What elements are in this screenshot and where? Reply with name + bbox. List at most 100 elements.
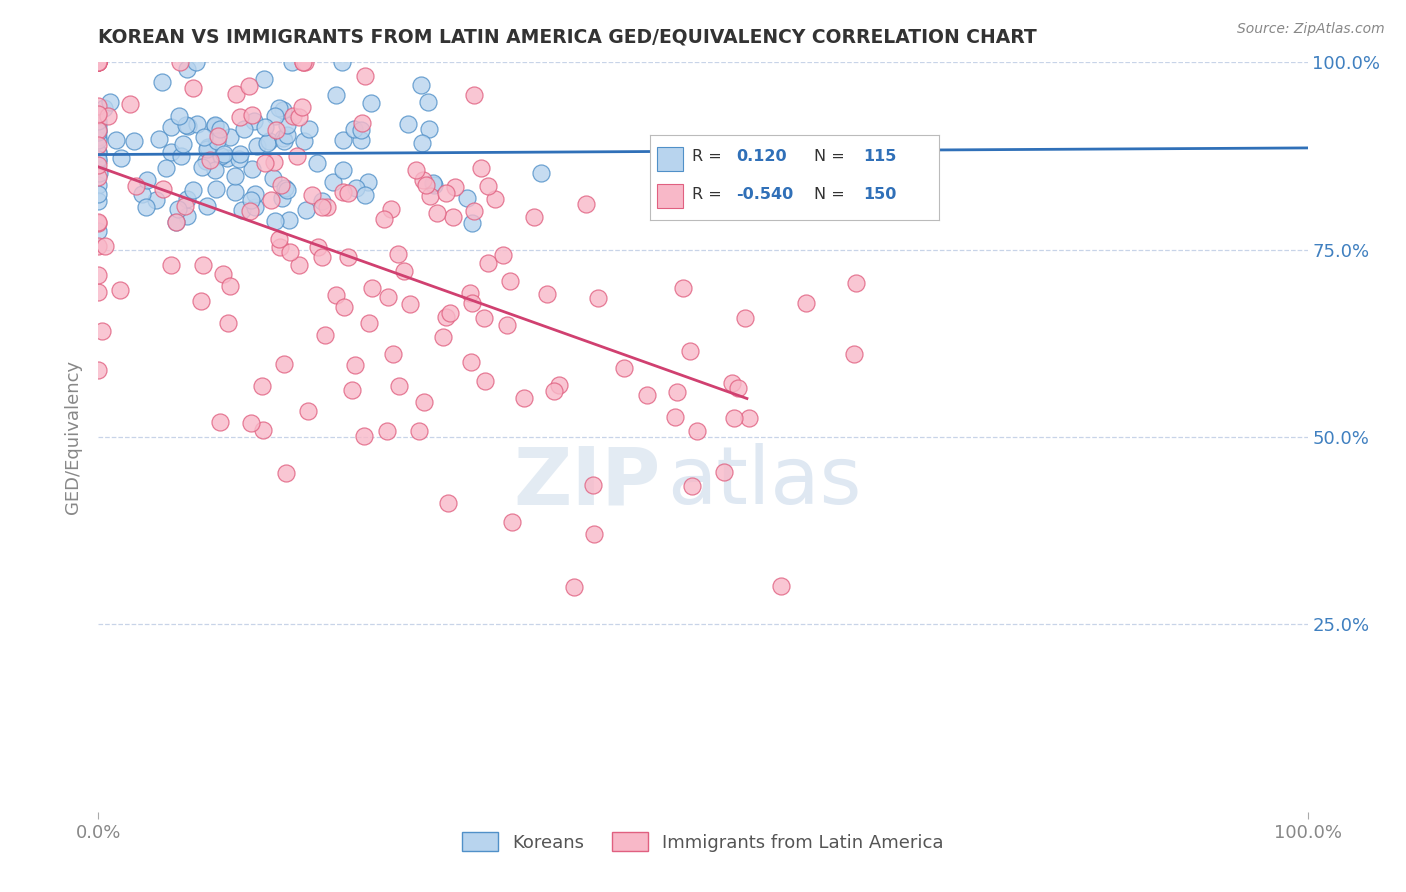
Point — [195, 199, 218, 213]
Point — [325, 288, 347, 302]
Point — [87, 107, 110, 121]
Text: 150: 150 — [863, 187, 897, 202]
Point — [523, 210, 546, 224]
Point — [271, 103, 294, 118]
Point — [294, 202, 316, 217]
Point — [437, 496, 460, 510]
Point — [681, 479, 703, 493]
Point — [536, 287, 558, 301]
Point — [270, 178, 292, 193]
Point — [87, 224, 110, 238]
Point — [343, 359, 366, 373]
Point — [734, 310, 756, 325]
Point — [470, 161, 492, 175]
Point — [191, 161, 214, 175]
Point — [672, 280, 695, 294]
Point — [492, 248, 515, 262]
Point — [357, 175, 380, 189]
Point — [360, 96, 382, 111]
Point — [434, 310, 457, 324]
Point — [131, 186, 153, 201]
Legend: Koreans, Immigrants from Latin America: Koreans, Immigrants from Latin America — [456, 825, 950, 859]
Point — [239, 193, 262, 207]
Point — [87, 186, 110, 201]
Point — [411, 136, 433, 150]
Point — [176, 192, 198, 206]
Point — [122, 134, 145, 148]
Point — [243, 113, 266, 128]
Point — [298, 122, 321, 136]
Point — [721, 376, 744, 390]
Point — [169, 109, 191, 123]
Point — [159, 258, 181, 272]
Point — [513, 392, 536, 406]
Point — [405, 162, 427, 177]
Point — [229, 146, 252, 161]
Point — [273, 357, 295, 371]
Point — [350, 116, 373, 130]
Point — [252, 423, 274, 437]
Point — [583, 527, 606, 541]
Point — [253, 156, 276, 170]
Point — [285, 149, 308, 163]
Point — [288, 258, 311, 272]
Point — [686, 424, 709, 438]
Point — [477, 178, 499, 193]
Point — [463, 203, 485, 218]
Point — [87, 108, 110, 122]
Point — [664, 410, 686, 425]
Point — [562, 581, 585, 595]
Point — [354, 69, 377, 83]
Point — [87, 239, 110, 253]
Point — [387, 378, 409, 392]
Point — [260, 193, 283, 207]
Point — [350, 123, 373, 137]
Point — [104, 133, 127, 147]
Point — [212, 268, 235, 282]
Point — [307, 156, 329, 170]
Text: R =: R = — [692, 187, 721, 202]
Point — [679, 344, 702, 359]
Text: Source: ZipAtlas.com: Source: ZipAtlas.com — [1237, 22, 1385, 37]
Point — [353, 429, 375, 443]
Point — [218, 130, 240, 145]
Point — [174, 118, 197, 132]
Point — [87, 166, 110, 180]
Point — [264, 123, 287, 137]
Point — [281, 109, 304, 123]
Point — [209, 416, 232, 430]
Point — [159, 120, 181, 134]
Point — [257, 134, 280, 148]
Point — [842, 346, 865, 360]
Point — [110, 283, 132, 297]
Point — [231, 203, 253, 218]
Point — [472, 311, 495, 326]
Point — [87, 158, 110, 172]
Point — [264, 109, 287, 123]
Point — [477, 256, 499, 270]
Point — [176, 209, 198, 223]
Point — [271, 130, 294, 145]
Point — [190, 293, 212, 308]
Point — [723, 411, 745, 425]
Point — [215, 151, 238, 165]
Point — [87, 137, 110, 152]
Point — [501, 516, 523, 530]
Text: -0.540: -0.540 — [737, 187, 793, 202]
Point — [380, 202, 402, 217]
Point — [224, 185, 246, 199]
Point — [91, 324, 114, 338]
Point — [239, 204, 262, 219]
Point — [499, 274, 522, 288]
Point — [332, 186, 354, 200]
Point — [170, 149, 193, 163]
Point — [330, 55, 353, 70]
Point — [419, 189, 441, 203]
Point — [444, 179, 467, 194]
Point — [262, 171, 284, 186]
Bar — [657, 146, 683, 170]
Point — [87, 55, 110, 70]
Point — [256, 136, 278, 150]
Point — [240, 161, 263, 176]
Point — [441, 210, 464, 224]
